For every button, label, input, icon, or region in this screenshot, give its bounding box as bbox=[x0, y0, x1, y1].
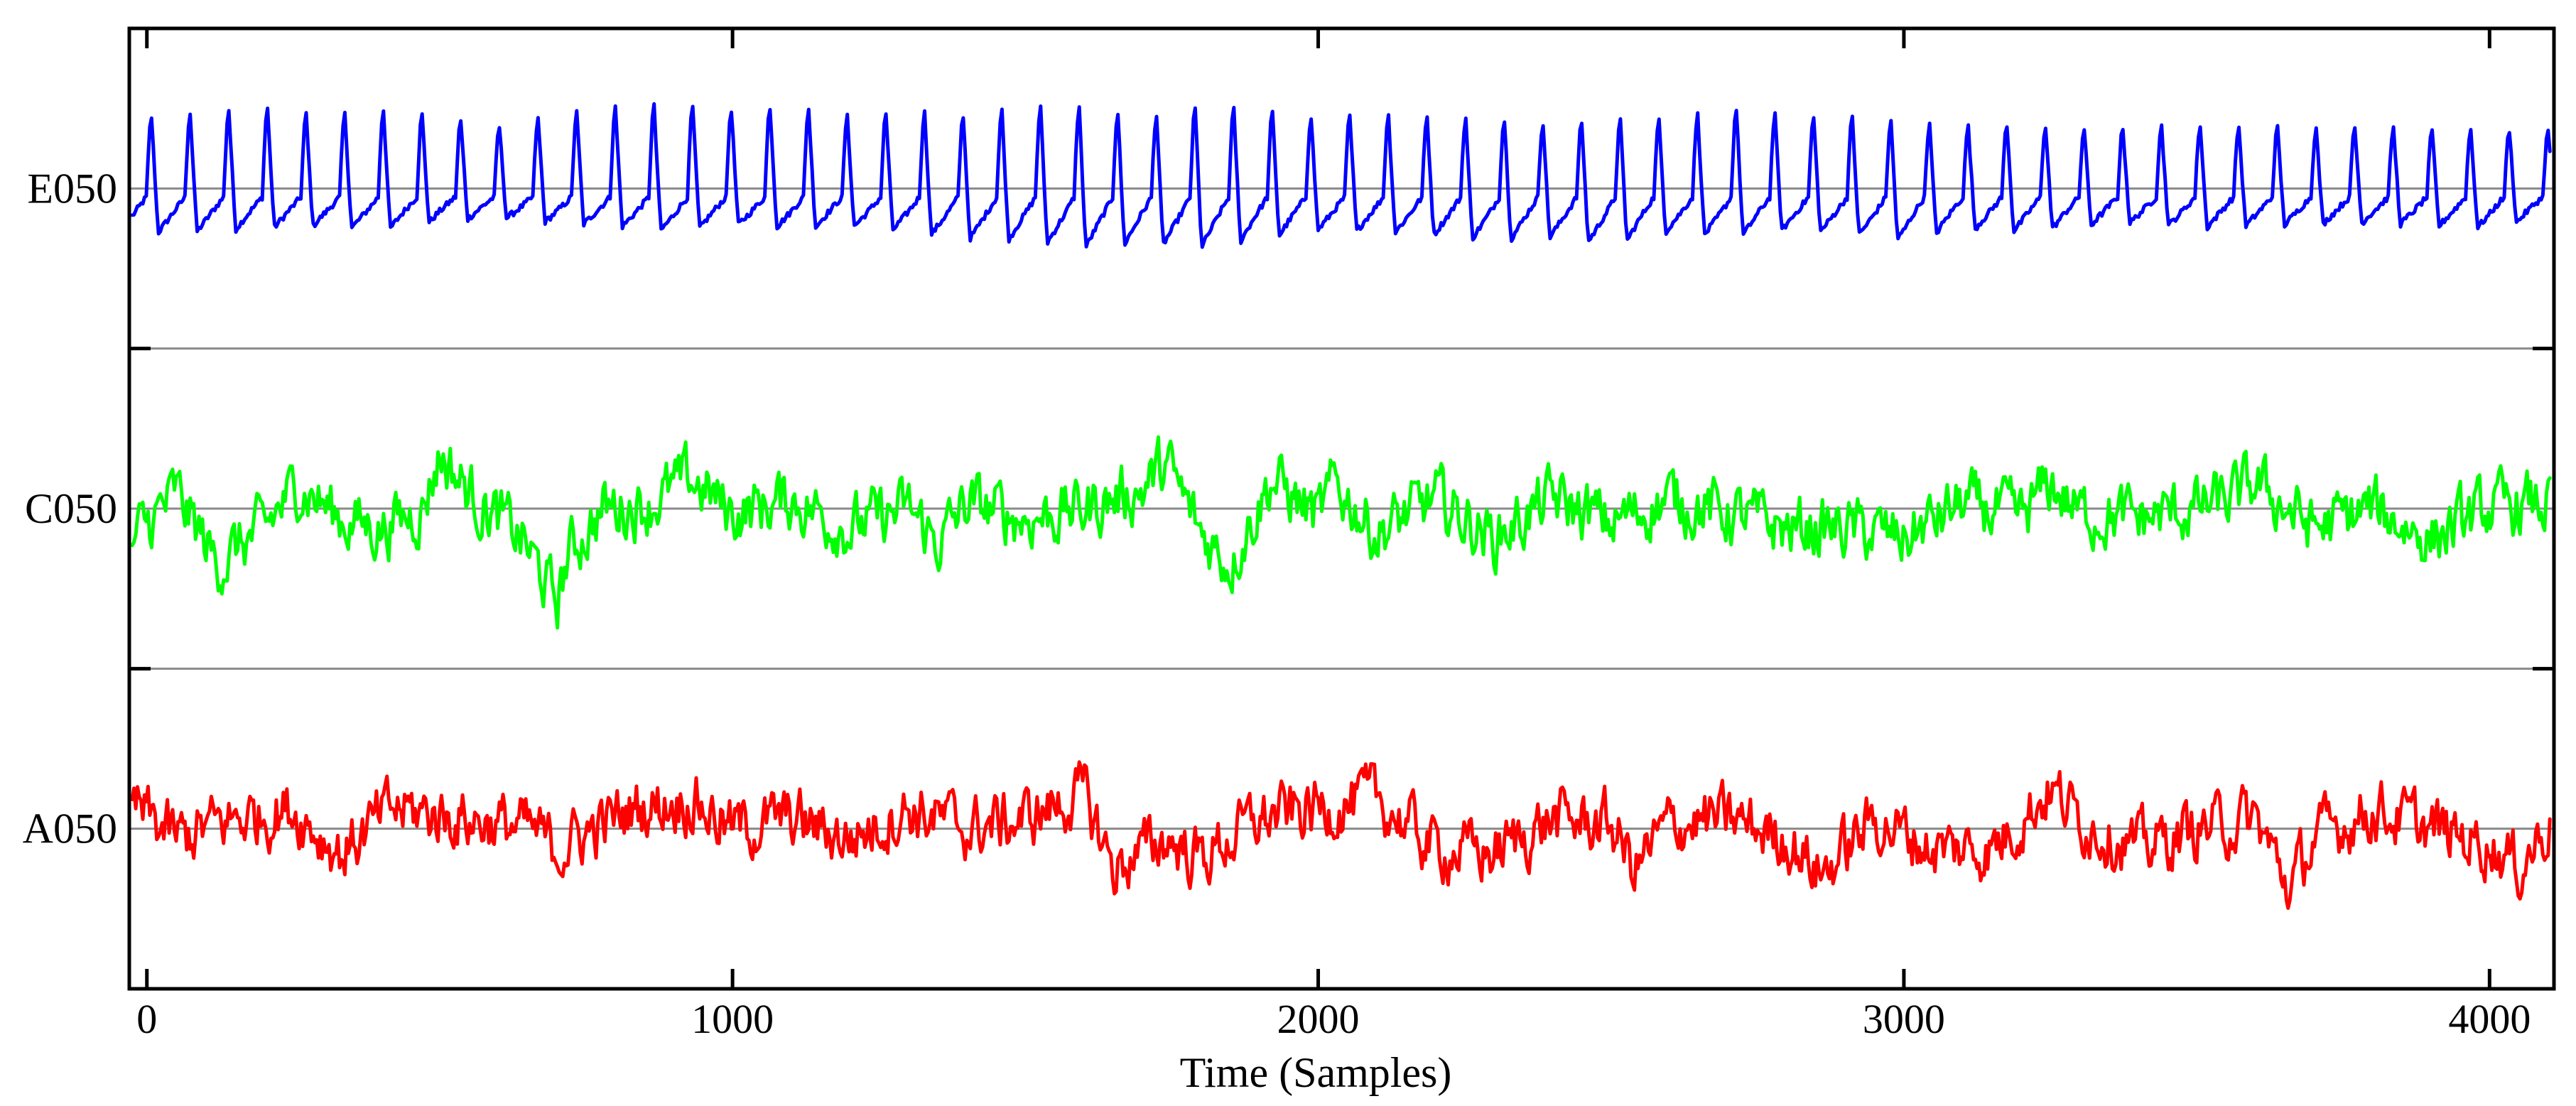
traces bbox=[130, 102, 2552, 910]
x-tick-label: 0 bbox=[136, 996, 157, 1042]
x-axis-title: Time (Samples) bbox=[1180, 1049, 1452, 1096]
row-dividers bbox=[129, 347, 2554, 671]
row-labels: E050 C050 A050 bbox=[23, 165, 117, 852]
trace-a050 bbox=[130, 760, 2552, 910]
plot-frame bbox=[127, 26, 2556, 991]
x-tick-label: 1000 bbox=[691, 996, 774, 1042]
row-label-a050: A050 bbox=[23, 806, 117, 852]
x-axis: 0 1000 2000 3000 4000 bbox=[136, 28, 2531, 1042]
x-tick-label: 2000 bbox=[1277, 996, 1360, 1042]
trace-e050 bbox=[130, 102, 2552, 249]
x-tick-label: 3000 bbox=[1863, 996, 1945, 1042]
row-label-c050: C050 bbox=[25, 485, 117, 532]
row-label-e050: E050 bbox=[27, 165, 117, 212]
trace-c050 bbox=[130, 435, 2552, 630]
x-tick-label: 4000 bbox=[2448, 996, 2531, 1042]
